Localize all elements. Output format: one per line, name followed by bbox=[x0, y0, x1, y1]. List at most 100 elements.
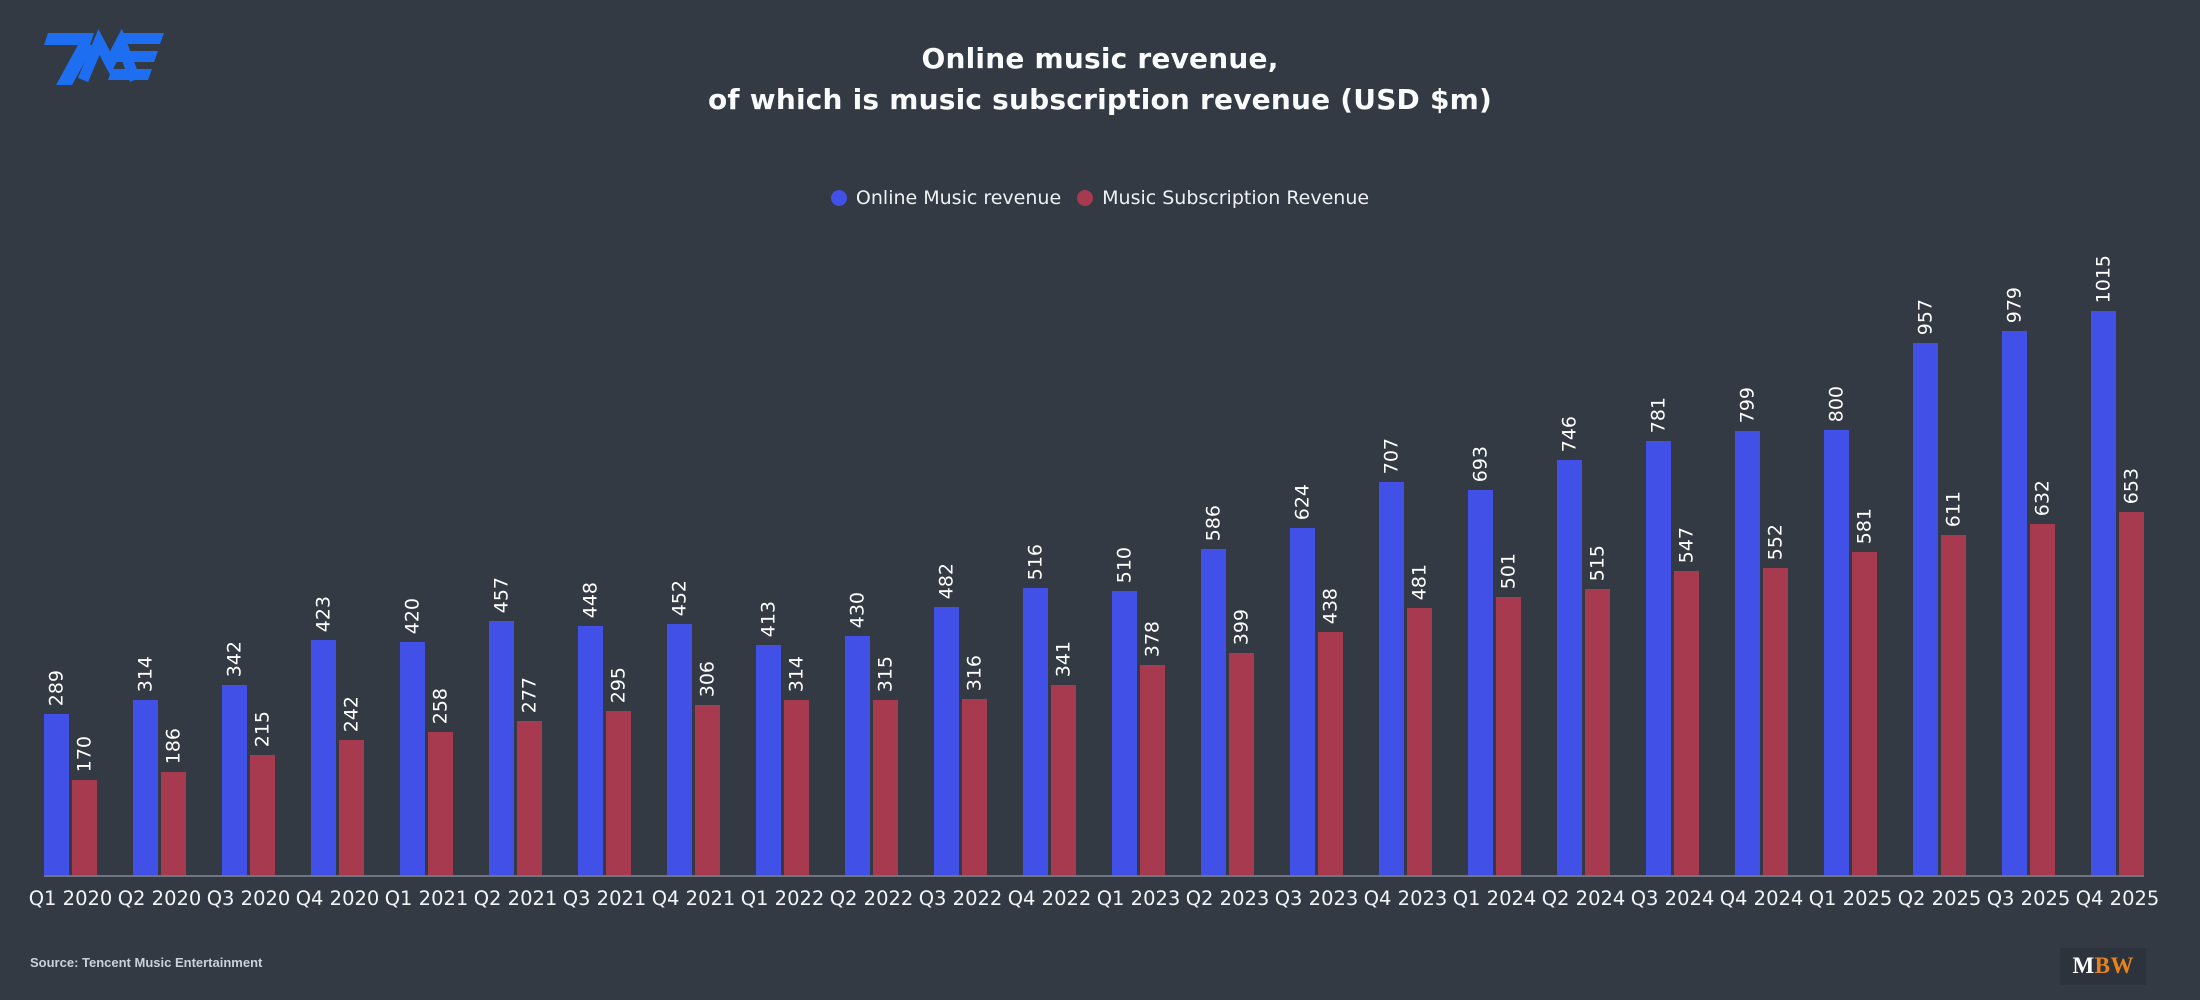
bar-music-subscription-revenue: 306 bbox=[695, 661, 720, 875]
x-axis-label: Q2 2022 bbox=[829, 887, 914, 910]
bar-group: 800 581 Q1 2025 bbox=[1809, 386, 1893, 910]
tme-logo-t-bar bbox=[44, 33, 94, 45]
bar-music-subscription-revenue: 399 bbox=[1229, 609, 1254, 875]
bar-value-label: 501 bbox=[1497, 552, 1519, 589]
bar-online-music-revenue: 413 bbox=[756, 601, 781, 875]
bar-online-music-revenue: 800 bbox=[1824, 386, 1849, 875]
bar-group: 420 258 Q1 2021 bbox=[385, 598, 469, 910]
bar-value-label: 547 bbox=[1675, 526, 1697, 563]
bar-music-subscription-revenue: 501 bbox=[1496, 553, 1521, 875]
x-axis-label: Q4 2020 bbox=[295, 887, 380, 910]
legend-label: Music Subscription Revenue bbox=[1102, 187, 1370, 209]
legend-label: Online Music revenue bbox=[855, 187, 1062, 209]
bar-online-music-revenue: 457 bbox=[489, 577, 514, 875]
bar-value-label: 420 bbox=[401, 597, 423, 634]
bar-value-label: 341 bbox=[1052, 640, 1074, 677]
bar-value-label: 423 bbox=[312, 595, 334, 632]
bar-value-label: 314 bbox=[134, 655, 156, 692]
x-axis-label: Q4 2023 bbox=[1363, 887, 1448, 910]
bar-group: 746 515 Q2 2024 bbox=[1542, 416, 1626, 910]
bar-group: 342 215 Q3 2020 bbox=[207, 641, 291, 910]
bar-value-label: 215 bbox=[251, 710, 273, 747]
bar-online-music-revenue: 586 bbox=[1201, 505, 1226, 875]
bar-music-subscription-revenue: 581 bbox=[1852, 508, 1877, 875]
bar-music-subscription-revenue: 315 bbox=[873, 656, 898, 875]
bar-value-label: 515 bbox=[1586, 544, 1608, 581]
bar-group: 979 632 Q3 2025 bbox=[1987, 287, 2071, 910]
bar-value-label: 399 bbox=[1230, 608, 1252, 645]
bar-value-label: 746 bbox=[1558, 415, 1580, 452]
bar-group: 586 399 Q2 2023 bbox=[1186, 505, 1270, 910]
x-axis-label: Q3 2021 bbox=[562, 887, 647, 910]
tme-logo-t-stem bbox=[56, 45, 94, 85]
bar-value-label: 482 bbox=[935, 562, 957, 599]
bar-music-subscription-revenue: 547 bbox=[1674, 527, 1699, 875]
tme-logo-e-top bbox=[116, 33, 164, 44]
bar-music-subscription-revenue: 170 bbox=[72, 736, 97, 875]
bar-group: 448 295 Q3 2021 bbox=[563, 582, 647, 910]
bar-value-label: 413 bbox=[757, 600, 779, 637]
bar-group: 413 314 Q1 2022 bbox=[741, 601, 825, 910]
legend-item-subscription: Music Subscription Revenue bbox=[1077, 187, 1369, 209]
legend-dot-online-music bbox=[830, 190, 847, 206]
x-axis-label: Q1 2025 bbox=[1808, 887, 1893, 910]
bar-music-subscription-revenue: 258 bbox=[428, 688, 453, 875]
bar-music-subscription-revenue: 481 bbox=[1407, 564, 1432, 875]
bar-music-subscription-revenue: 316 bbox=[962, 655, 987, 875]
bar-music-subscription-revenue: 295 bbox=[606, 667, 631, 875]
x-axis-label: Q2 2023 bbox=[1185, 887, 1270, 910]
bar-online-music-revenue: 430 bbox=[845, 592, 870, 875]
bar-value-label: 315 bbox=[874, 655, 896, 692]
bar-value-label: 430 bbox=[846, 591, 868, 628]
x-axis-label: Q1 2020 bbox=[28, 887, 113, 910]
bar-value-label: 186 bbox=[162, 727, 184, 764]
bar-music-subscription-revenue: 632 bbox=[2030, 480, 2055, 875]
x-axis-label: Q2 2024 bbox=[1541, 887, 1626, 910]
mbw-logo: MBW bbox=[2060, 948, 2146, 985]
bar-music-subscription-revenue: 611 bbox=[1941, 491, 1966, 875]
chart-title-line1: Online music revenue, bbox=[921, 42, 1279, 75]
bar-value-label: 781 bbox=[1647, 396, 1669, 433]
bar-online-music-revenue: 979 bbox=[2002, 287, 2027, 875]
bar-chart: 289 170 Q1 2020 314 186 Q2 2020 342 215 Q3 2020 4… bbox=[29, 255, 2160, 910]
bar-group: 457 277 Q2 2021 bbox=[474, 577, 558, 910]
bar-online-music-revenue: 799 bbox=[1735, 387, 1760, 875]
bar-group: 624 438 Q3 2023 bbox=[1275, 484, 1359, 910]
bar-music-subscription-revenue: 341 bbox=[1051, 641, 1076, 875]
bar-value-label: 170 bbox=[73, 735, 95, 772]
bar-online-music-revenue: 289 bbox=[44, 670, 69, 875]
bar-online-music-revenue: 342 bbox=[222, 641, 247, 875]
legend-dot-subscription bbox=[1077, 190, 1094, 206]
x-axis-label: Q3 2023 bbox=[1274, 887, 1359, 910]
bar-online-music-revenue: 1015 bbox=[2091, 255, 2116, 875]
bar-value-label: 242 bbox=[340, 695, 362, 732]
bar-music-subscription-revenue: 314 bbox=[784, 656, 809, 875]
bar-value-label: 258 bbox=[429, 687, 451, 724]
bar-value-label: 799 bbox=[1736, 386, 1758, 423]
bar-value-label: 800 bbox=[1825, 385, 1847, 422]
x-axis-label: Q4 2025 bbox=[2075, 887, 2160, 910]
bar-music-subscription-revenue: 277 bbox=[517, 677, 542, 875]
bar-group: 510 378 Q1 2023 bbox=[1097, 547, 1181, 910]
mbw-logo-m: M bbox=[2072, 953, 2095, 978]
bar-music-subscription-revenue: 242 bbox=[339, 696, 364, 875]
x-axis-label: Q2 2021 bbox=[473, 887, 558, 910]
bar-group: 707 481 Q4 2023 bbox=[1364, 438, 1448, 910]
bar-online-music-revenue: 314 bbox=[133, 656, 158, 875]
bar-group: 482 316 Q3 2022 bbox=[919, 563, 1003, 910]
bar-group: 430 315 Q2 2022 bbox=[830, 592, 914, 910]
bar-value-label: 611 bbox=[1942, 490, 1964, 527]
bar-group: 423 242 Q4 2020 bbox=[296, 596, 380, 910]
bar-online-music-revenue: 707 bbox=[1379, 438, 1404, 875]
bar-music-subscription-revenue: 186 bbox=[161, 728, 186, 875]
bar-value-label: 314 bbox=[785, 655, 807, 692]
bar-online-music-revenue: 510 bbox=[1112, 547, 1137, 875]
bar-value-label: 516 bbox=[1024, 543, 1046, 580]
bar-value-label: 624 bbox=[1291, 483, 1313, 520]
bar-music-subscription-revenue: 515 bbox=[1585, 545, 1610, 875]
legend: Online Music revenue Music Subscription … bbox=[0, 187, 2200, 209]
bar-online-music-revenue: 693 bbox=[1468, 446, 1493, 875]
bar-music-subscription-revenue: 653 bbox=[2119, 468, 2144, 875]
bar-online-music-revenue: 420 bbox=[400, 598, 425, 875]
x-axis-label: Q3 2022 bbox=[918, 887, 1003, 910]
